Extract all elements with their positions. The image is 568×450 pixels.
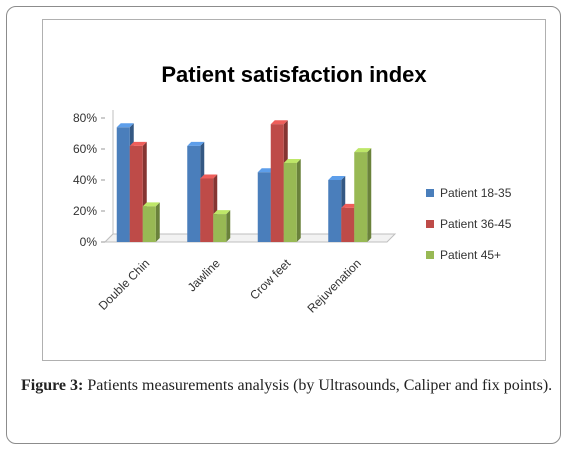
legend-label: Patient 18-35	[440, 186, 512, 200]
bar	[270, 124, 284, 242]
bar-top	[283, 158, 301, 163]
caption-text: Patients measurements analysis (by Ultra…	[83, 377, 553, 394]
legend-swatch	[426, 189, 434, 197]
bar-side	[226, 210, 231, 242]
bar-side	[155, 202, 160, 242]
bar-top	[187, 141, 205, 146]
legend-swatch	[426, 220, 434, 228]
bar	[213, 214, 227, 242]
bar-top	[129, 141, 147, 146]
bar	[129, 145, 143, 242]
x-tick-label: Double Chin	[96, 256, 153, 313]
x-tick-label: Crow feet	[247, 256, 294, 303]
chart-title: Patient satisfaction index	[161, 62, 427, 87]
bar	[354, 152, 368, 242]
y-tick-label: 60%	[73, 142, 97, 156]
bar-top	[341, 203, 359, 208]
y-tick-label: 20%	[73, 204, 97, 218]
bar	[142, 206, 156, 242]
bar-top	[200, 174, 218, 179]
bar-top	[116, 123, 134, 128]
bar	[257, 172, 271, 242]
chart-container: Patient satisfaction index 0% 20% 40% 60% 80…	[42, 19, 546, 361]
bar-top	[328, 176, 346, 180]
bar-side	[367, 148, 372, 242]
bar-side	[296, 158, 301, 242]
bar-top	[142, 202, 160, 207]
bar	[283, 162, 297, 242]
figure-caption: Figure 3: Patients measurements analysis…	[21, 375, 557, 397]
bar-top	[270, 120, 288, 125]
bar	[187, 145, 201, 242]
figure-frame: Patient satisfaction index 0% 20% 40% 60% 80…	[6, 6, 561, 444]
bar	[341, 207, 355, 242]
x-tick-label: Rejuvenation	[304, 256, 363, 315]
legend-label: Patient 45+	[440, 248, 501, 262]
y-tick-label: 40%	[73, 173, 97, 187]
bar	[116, 127, 130, 242]
y-tick-label: 0%	[80, 235, 98, 249]
legend-swatch	[426, 251, 434, 259]
bar-top	[257, 168, 275, 173]
axis-wall	[104, 110, 114, 243]
legend-label: Patient 36-45	[440, 217, 512, 231]
bar-top	[354, 148, 372, 153]
x-tick-label: Jawline	[185, 256, 223, 294]
bar	[328, 180, 342, 242]
bar-top	[213, 210, 231, 215]
caption-label: Figure 3:	[21, 377, 84, 394]
y-tick-label: 80%	[73, 111, 97, 125]
bar-chart: Patient satisfaction index 0% 20% 40% 60% 80…	[73, 62, 512, 316]
bar	[200, 178, 214, 242]
